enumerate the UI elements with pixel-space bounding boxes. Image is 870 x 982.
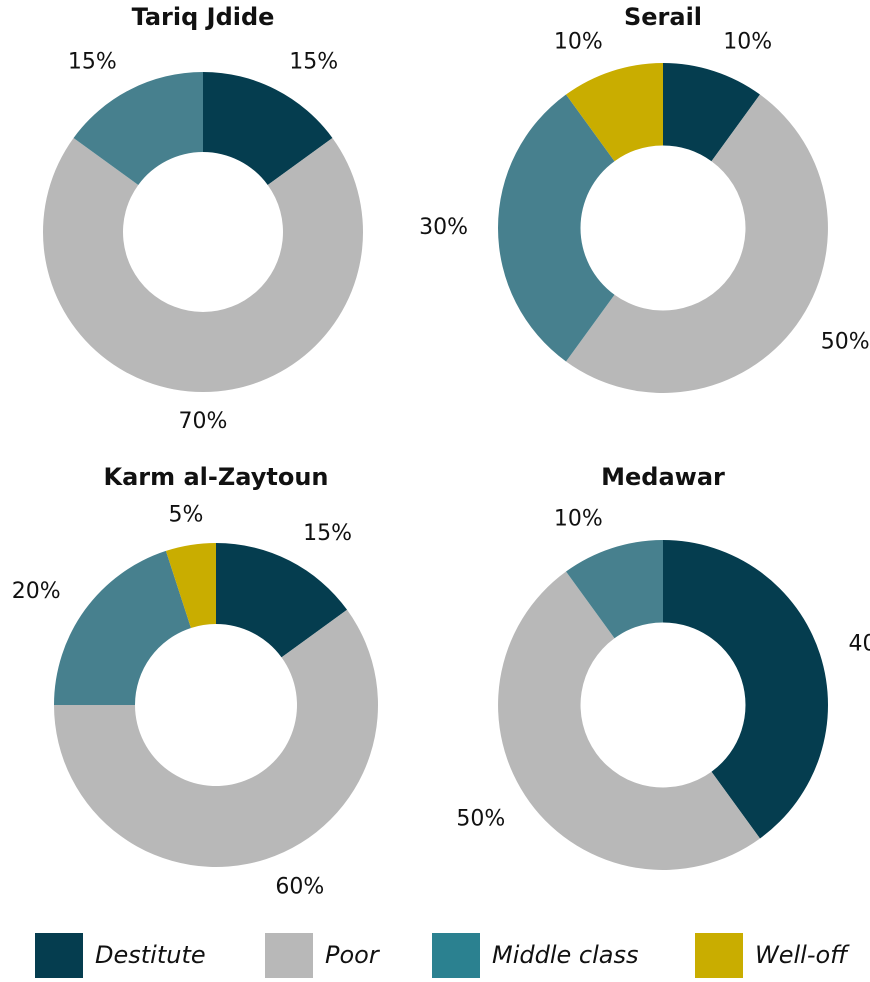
donut-slice	[54, 550, 191, 705]
chart-title: Tariq Jdide	[132, 3, 275, 31]
value-label: 5%	[169, 502, 204, 527]
value-label: 20%	[12, 579, 61, 604]
donut-slice	[663, 540, 829, 839]
legend-label: Poor	[325, 941, 381, 969]
value-label: 50%	[821, 330, 870, 355]
chart-title: Serail	[624, 3, 702, 31]
value-label: 30%	[419, 215, 468, 240]
donut-slice	[566, 63, 663, 162]
value-label: 60%	[275, 875, 324, 900]
chart-title: Medawar	[601, 463, 725, 491]
value-label: 15%	[289, 50, 338, 75]
legend-label: Well-off	[755, 941, 850, 969]
legend-swatch	[35, 933, 83, 978]
donut-slice	[216, 543, 348, 658]
donut-slice	[203, 72, 333, 185]
value-label: 10%	[554, 507, 603, 532]
donut-slice	[54, 609, 378, 868]
donut-slice	[165, 543, 216, 628]
legend-swatch	[265, 933, 313, 978]
value-label: 50%	[456, 807, 505, 832]
legend-label: Destitute	[95, 941, 206, 969]
value-label: 10%	[723, 30, 772, 55]
value-label: 10%	[554, 30, 603, 55]
donut-slice	[498, 94, 615, 362]
value-label: 70%	[179, 409, 228, 434]
donut-slice	[43, 137, 363, 392]
value-label: 40%	[848, 632, 870, 657]
legend-swatch	[432, 933, 480, 978]
value-label: 15%	[68, 50, 117, 75]
donut-slice	[498, 571, 760, 870]
donut-slice	[663, 63, 760, 162]
donut-slice	[566, 540, 663, 639]
donut-slice	[73, 72, 203, 185]
chart-title: Karm al-Zaytoun	[103, 463, 328, 491]
donut-slice	[566, 94, 828, 393]
legend-label: Middle class	[492, 941, 638, 969]
legend-swatch	[695, 933, 743, 978]
value-label: 15%	[303, 521, 352, 546]
